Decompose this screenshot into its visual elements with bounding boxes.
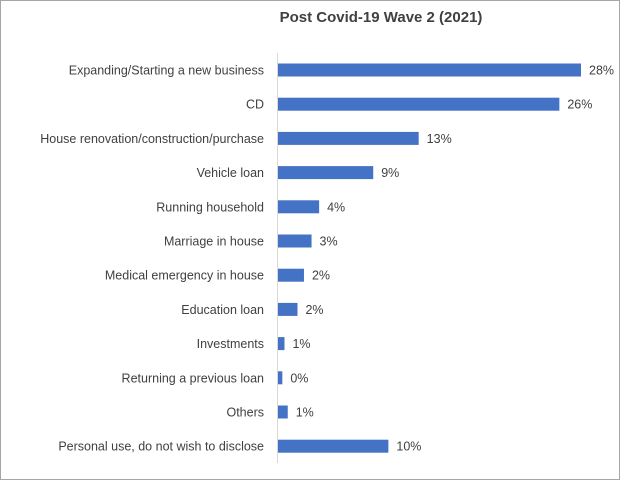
bar bbox=[278, 371, 283, 385]
category-label: Medical emergency in house bbox=[105, 269, 264, 283]
bar bbox=[278, 405, 288, 419]
data-label: 28% bbox=[589, 64, 614, 78]
data-label: 0% bbox=[290, 371, 308, 385]
data-label: 9% bbox=[381, 166, 399, 180]
category-label: Expanding/Starting a new business bbox=[69, 64, 264, 78]
data-label: 10% bbox=[396, 440, 421, 454]
bar bbox=[278, 166, 374, 180]
category-label: Marriage in house bbox=[164, 235, 264, 249]
bar bbox=[278, 131, 419, 145]
data-label: 4% bbox=[327, 200, 345, 214]
bar bbox=[278, 234, 312, 248]
bar bbox=[278, 439, 389, 453]
chart-title: Post Covid-19 Wave 2 (2021) bbox=[279, 9, 483, 26]
data-label: 26% bbox=[567, 98, 592, 112]
bar bbox=[278, 97, 560, 111]
category-label: Running household bbox=[156, 200, 264, 214]
category-label: Personal use, do not wish to disclose bbox=[58, 440, 264, 454]
data-label: 2% bbox=[305, 303, 323, 317]
category-label: CD bbox=[246, 98, 264, 112]
bar bbox=[278, 63, 581, 77]
category-label: Returning a previous loan bbox=[122, 371, 264, 385]
bar bbox=[278, 200, 320, 214]
bar bbox=[278, 337, 285, 351]
category-label: Education loan bbox=[181, 303, 264, 317]
bar bbox=[278, 268, 304, 282]
data-label: 3% bbox=[320, 235, 338, 249]
category-label: Others bbox=[226, 406, 264, 420]
bar bbox=[278, 302, 298, 316]
category-label: House renovation/construction/purchase bbox=[40, 132, 264, 146]
data-label: 1% bbox=[296, 406, 314, 420]
data-label: 1% bbox=[292, 337, 310, 351]
category-label: Vehicle loan bbox=[197, 166, 264, 180]
category-label: Investments bbox=[197, 337, 264, 351]
data-label: 13% bbox=[427, 132, 452, 146]
data-label: 2% bbox=[312, 269, 330, 283]
